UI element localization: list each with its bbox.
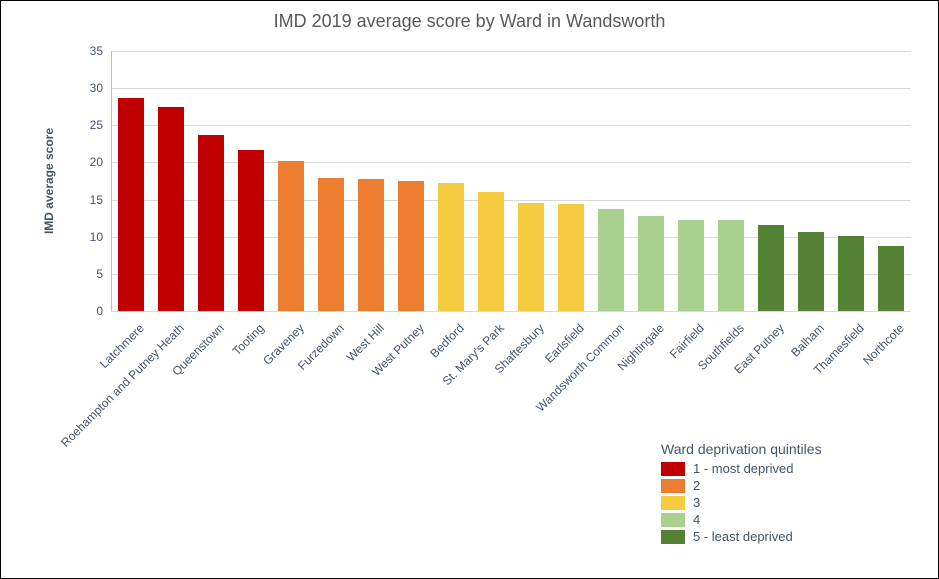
x-tick-label: Queenstown xyxy=(76,321,227,472)
legend-label: 3 xyxy=(693,495,700,510)
bar xyxy=(718,220,744,311)
x-tick-label: West Putney xyxy=(276,321,427,472)
x-tick-label: Earlsfield xyxy=(436,321,587,472)
legend-item: 3 xyxy=(661,495,822,510)
y-tick-label: 5 xyxy=(71,267,103,281)
gridline xyxy=(111,237,911,238)
x-tick-label: West Hill xyxy=(236,321,387,472)
x-tick-label: Bedford xyxy=(316,321,467,472)
legend-swatch xyxy=(661,479,685,493)
x-tick-label: Nightingale xyxy=(516,321,667,472)
x-tick-label: Furzedown xyxy=(196,321,347,472)
plot-area xyxy=(111,51,911,311)
x-tick-label: Graveney xyxy=(156,321,307,472)
y-axis-title: IMD average score xyxy=(42,128,56,234)
bar xyxy=(278,161,304,311)
gridline xyxy=(111,88,911,89)
gridline xyxy=(111,51,911,52)
legend-label: 5 - least deprived xyxy=(693,529,793,544)
legend-item: 2 xyxy=(661,478,822,493)
x-tick-label: Tooting xyxy=(116,321,267,472)
bar xyxy=(358,179,384,311)
bar xyxy=(158,107,184,311)
legend-swatch xyxy=(661,530,685,544)
bar xyxy=(758,225,784,311)
legend-item: 5 - least deprived xyxy=(661,529,822,544)
legend-item: 1 - most deprived xyxy=(661,461,822,476)
legend-item: 4 xyxy=(661,512,822,527)
y-axis-line xyxy=(111,51,112,311)
bar xyxy=(398,181,424,311)
bar xyxy=(838,236,864,311)
bar xyxy=(238,150,264,311)
legend-items: 1 - most deprived 2 3 4 5 - least deprived xyxy=(661,461,822,544)
chart-title: IMD 2019 average score by Ward in Wandsw… xyxy=(1,11,938,32)
bar xyxy=(478,192,504,311)
gridline xyxy=(111,125,911,126)
bar xyxy=(198,135,224,311)
x-tick-label: Latchmere xyxy=(0,321,147,472)
legend-title: Ward deprivation quintiles xyxy=(661,441,822,457)
y-tick-label: 35 xyxy=(71,44,103,58)
chart-frame: IMD 2019 average score by Ward in Wandsw… xyxy=(0,0,939,579)
bar xyxy=(438,183,464,312)
x-tick-label: Roehampton and Putney Heath xyxy=(36,321,187,472)
x-tick-label: St. Mary's Park xyxy=(356,321,507,472)
bar xyxy=(598,209,624,312)
y-tick-label: 10 xyxy=(71,230,103,244)
legend-label: 2 xyxy=(693,478,700,493)
legend-label: 4 xyxy=(693,512,700,527)
x-tick-label: Shaftesbury xyxy=(396,321,547,472)
bar xyxy=(118,98,144,311)
y-tick-label: 25 xyxy=(71,118,103,132)
legend-label: 1 - most deprived xyxy=(693,461,793,476)
y-tick-label: 30 xyxy=(71,81,103,95)
bar xyxy=(518,203,544,311)
bar xyxy=(638,216,664,311)
legend-swatch xyxy=(661,513,685,527)
y-tick-label: 0 xyxy=(71,304,103,318)
gridline xyxy=(111,311,911,312)
x-tick-label: Wandsworth Common xyxy=(476,321,627,472)
legend-swatch xyxy=(661,496,685,510)
legend: Ward deprivation quintiles 1 - most depr… xyxy=(661,441,822,546)
gridline xyxy=(111,162,911,163)
gridline xyxy=(111,274,911,275)
gridline xyxy=(111,200,911,201)
legend-swatch xyxy=(661,462,685,476)
bar xyxy=(798,232,824,311)
bar xyxy=(678,220,704,311)
bar xyxy=(318,178,344,311)
y-tick-label: 20 xyxy=(71,155,103,169)
y-tick-label: 15 xyxy=(71,193,103,207)
bar xyxy=(558,204,584,311)
bar xyxy=(878,246,904,311)
